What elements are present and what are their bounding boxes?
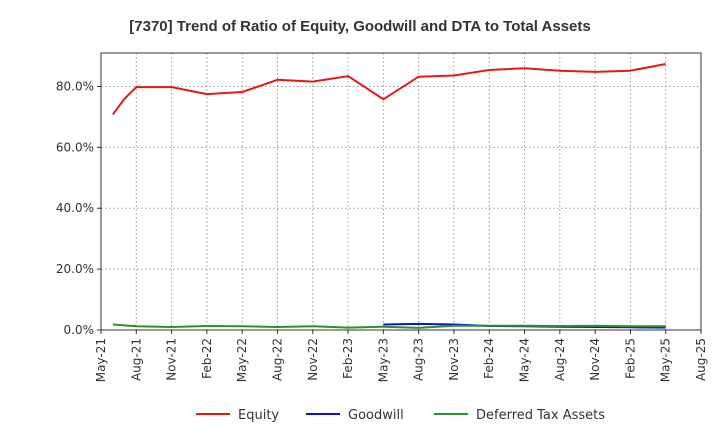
legend-label-equity: Equity	[238, 408, 279, 423]
x-tick-label: Aug-21	[129, 338, 143, 381]
x-tick-label: Feb-24	[482, 338, 496, 379]
legend-label-goodwill: Goodwill	[348, 408, 404, 423]
x-tick-label: Aug-23	[412, 338, 426, 381]
series-lines	[111, 63, 666, 329]
x-tick-label: Nov-23	[447, 338, 461, 381]
x-tick-label: Nov-22	[306, 338, 320, 381]
y-tick-label: 60.0%	[56, 140, 94, 154]
legend: Equity Goodwill Deferred Tax Assets	[196, 408, 605, 423]
y-axis: 0.0% 20.0% 40.0% 60.0% 80.0%	[56, 79, 101, 337]
series-line-deferred-tax-assets	[112, 323, 666, 329]
x-axis: May-21 Aug-21 Nov-21 Feb-22 May-22 Aug-22 Nov-…	[94, 330, 708, 382]
legend-label-deferred-tax-assets: Deferred Tax Assets	[476, 408, 605, 423]
chart-title: [7370] Trend of Ratio of Equity, Goodwil…	[129, 18, 590, 35]
plot-frame	[100, 52, 702, 331]
x-tick-label: May-25	[659, 338, 673, 382]
x-tick-label: May-23	[376, 338, 390, 382]
x-tick-label: May-21	[94, 338, 108, 382]
series-line-equity	[111, 63, 666, 116]
x-tick-label: Nov-21	[165, 338, 179, 381]
y-tick-label: 80.0%	[56, 79, 94, 93]
x-tick-label: Aug-25	[694, 338, 708, 381]
x-tick-label: Aug-24	[553, 338, 567, 381]
y-tick-label: 40.0%	[56, 201, 94, 215]
x-tick-label: Feb-22	[200, 338, 214, 379]
x-tick-label: Feb-23	[341, 338, 355, 379]
x-tick-label: Aug-22	[270, 338, 284, 381]
x-tick-label: May-24	[518, 338, 532, 382]
y-tick-label: 20.0%	[56, 262, 94, 276]
x-tick-label: Feb-25	[623, 338, 637, 379]
y-tick-label: 0.0%	[64, 323, 95, 337]
x-tick-label: May-22	[235, 338, 249, 382]
x-tick-label: Nov-24	[588, 338, 602, 381]
grid	[101, 53, 701, 330]
